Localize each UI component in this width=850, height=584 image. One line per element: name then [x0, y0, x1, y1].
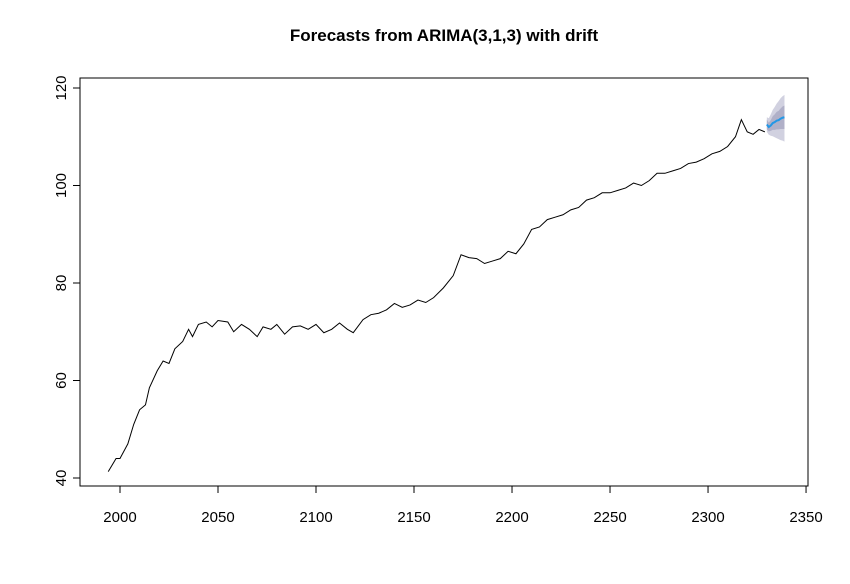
plot-frame: [79, 77, 809, 487]
x-tick-label: 2350: [789, 509, 822, 526]
chart-title: Forecasts from ARIMA(3,1,3) with drift: [290, 26, 599, 45]
x-tick-label: 2200: [495, 509, 528, 526]
y-tick-label: 120: [53, 75, 70, 100]
x-tick-label: 2050: [201, 509, 234, 526]
y-tick-label: 40: [53, 470, 70, 487]
forecast-line: [766, 116, 785, 129]
y-tick-label: 60: [53, 372, 70, 389]
x-tick-label: 2150: [397, 509, 430, 526]
x-tick-label: 2300: [691, 509, 724, 526]
y-tick-label: 80: [53, 275, 70, 292]
x-tick-label: 2250: [593, 509, 626, 526]
x-tick-label: 2000: [103, 509, 136, 526]
x-tick-label: 2100: [299, 509, 332, 526]
series-line: [107, 118, 766, 472]
y-tick-label: 100: [53, 173, 70, 198]
